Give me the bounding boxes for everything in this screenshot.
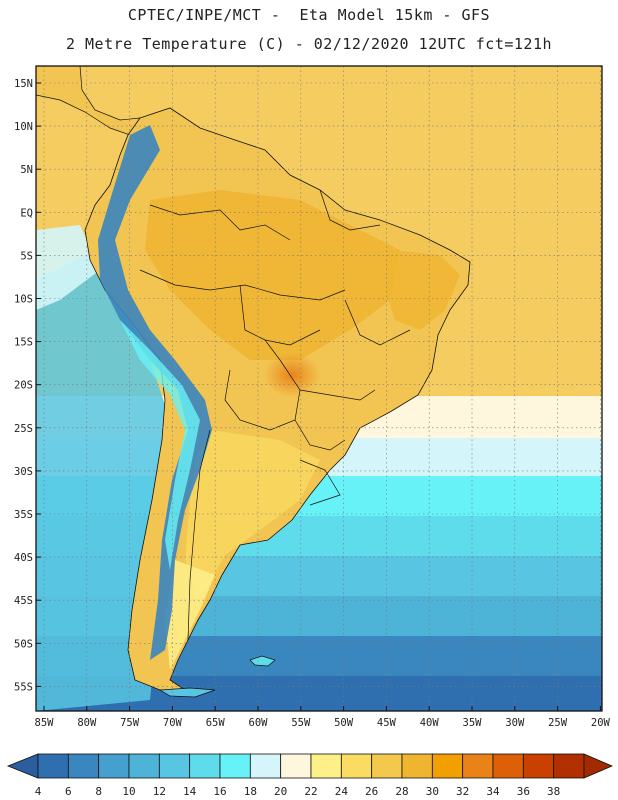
southern-cone-cooler	[185, 430, 320, 600]
colorbar-label: 4	[35, 785, 42, 798]
falkland-islands	[249, 655, 276, 667]
lat-tick-label: 15N	[14, 78, 33, 90]
colorbar-label: 24	[335, 785, 349, 798]
colorbar-right-arrow	[583, 753, 614, 779]
lon-tick-label: 25W	[548, 717, 568, 729]
lat-tick-label: 25S	[14, 423, 33, 435]
colorbar-label: 30	[426, 785, 439, 798]
colorbar-swatch	[371, 753, 403, 779]
lat-tick-label: 5N	[20, 164, 33, 176]
colorbar-label: 28	[395, 785, 408, 798]
lon-tick-label: 80W	[77, 717, 97, 729]
colorbar-label: 26	[365, 785, 378, 798]
lat-tick-label: 10S	[14, 294, 33, 306]
lon-tick-label: 40W	[420, 717, 440, 729]
lat-tick-label: 10N	[14, 121, 33, 133]
lon-tick-label: 75W	[120, 717, 140, 729]
lon-tick-label: 70W	[163, 717, 183, 729]
colorbar-swatch	[128, 753, 160, 779]
colorbar-swatch	[401, 753, 433, 779]
colorbar-label: 6	[65, 785, 72, 798]
lon-tick-label: 50W	[334, 717, 354, 729]
colorbar-label: 16	[213, 785, 226, 798]
lat-tick-label: 20S	[14, 380, 33, 392]
lat-tick-label: 55S	[14, 681, 33, 693]
lon-tick-label: 65W	[206, 717, 226, 729]
colorbar-swatch	[219, 753, 251, 779]
colorbar-label: 22	[304, 785, 317, 798]
lat-tick-label: 50S	[14, 638, 33, 650]
map-subtitle: 2 Metre Temperature (C) - 02/12/2020 12U…	[65, 35, 553, 53]
colorbar-label: 38	[547, 785, 560, 798]
lon-tick-label: 55W	[291, 717, 311, 729]
colorbar-swatch	[249, 753, 282, 779]
colorbar-label: 12	[153, 785, 166, 798]
lon-tick-label: 60W	[249, 717, 269, 729]
colorbar-label: 8	[95, 785, 102, 798]
colorbar-swatch	[67, 753, 100, 779]
colorbar-swatch	[462, 753, 494, 779]
tierra-del-fuego	[158, 687, 216, 698]
colorbar-swatch	[522, 753, 555, 779]
andes-cold-strip	[98, 125, 212, 660]
lat-tick-label: 35S	[14, 509, 33, 521]
lat-tick-label: EQ	[20, 207, 33, 219]
lat-tick-label: 30S	[14, 466, 33, 478]
colorbar-label: 14	[183, 785, 197, 798]
colorbar-swatch	[280, 753, 312, 779]
andes-cool-fringe	[120, 320, 200, 570]
color-legend: 4 6 8 10 12 14 16 18 20 22 24 26 28 30 32 34 36 38	[6, 753, 614, 798]
colorbar-swatch	[492, 753, 524, 779]
longitude-axis: 85W 80W 75W 70W 65W 60W 55W 50W 45W 40W 35W 30W 25W 2…	[35, 706, 611, 729]
northeast-warm-region	[385, 250, 460, 330]
colorbar-label: 10	[122, 785, 135, 798]
colorbar-swatch	[98, 753, 130, 779]
lon-tick-label: 45W	[377, 717, 397, 729]
colorbar-swatch	[553, 753, 585, 779]
lat-tick-label: 45S	[14, 595, 33, 607]
colorbar-label: 34	[486, 785, 500, 798]
lon-tick-label: 30W	[505, 717, 525, 729]
lon-tick-label: 85W	[35, 717, 55, 729]
colorbar-swatch	[431, 753, 464, 779]
pacific-coastal-cool-water	[36, 225, 100, 310]
colorbar-swatch	[37, 753, 69, 779]
lat-tick-label: 5S	[20, 250, 33, 262]
colorbar-label: 36	[517, 785, 530, 798]
colorbar-left-arrow	[6, 753, 39, 779]
colorbar-swatch	[340, 753, 373, 779]
colorbar-label: 20	[274, 785, 287, 798]
map-frame	[35, 65, 603, 712]
lat-tick-label: 40S	[14, 552, 33, 564]
lon-tick-label: 35W	[463, 717, 483, 729]
amazon-warm-region	[145, 190, 400, 360]
map-title: CPTEC/INPE/MCT - Eta Model 15km - GFS	[127, 6, 491, 24]
colorbar-swatch	[310, 753, 342, 779]
map-area	[36, 66, 602, 711]
latitude-axis: 15N 10N 5N EQ 5S 10S 15S 20S 25S 30S 35S 40S 45S 50S 5…	[14, 78, 41, 693]
lat-tick-label: 15S	[14, 337, 33, 349]
patagonia-cool	[165, 560, 215, 670]
country-borders	[139, 189, 411, 641]
colorbar-swatch	[158, 753, 191, 779]
chaco-hotspot	[264, 353, 320, 397]
lon-tick-label: 20W	[591, 717, 611, 729]
colorbar-label: 18	[244, 785, 257, 798]
colorbar-label: 32	[456, 785, 469, 798]
colorbar-swatch	[189, 753, 221, 779]
